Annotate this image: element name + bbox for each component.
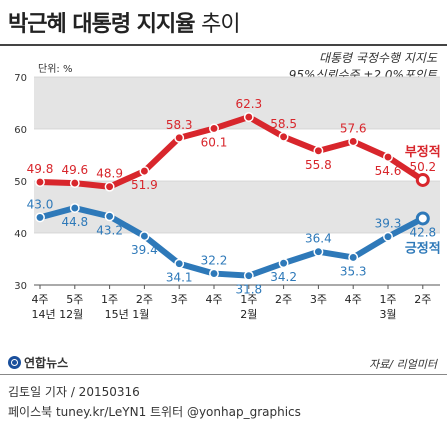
data-label: 62.3	[235, 97, 262, 111]
footer-divider	[0, 374, 447, 375]
data-point	[383, 231, 393, 242]
data-point	[104, 211, 115, 222]
title-divider	[0, 44, 447, 46]
x-month-label: 3월	[379, 308, 396, 321]
x-tick-label: 4주	[31, 293, 48, 306]
logo-mark-icon	[8, 356, 21, 369]
data-point	[174, 258, 185, 269]
data-label: 34.1	[166, 271, 193, 285]
data-label: 43.2	[96, 223, 123, 237]
credit-author-date: 김토일 기자 / 20150316	[8, 385, 140, 399]
data-label: 43.0	[27, 197, 54, 211]
x-month-label: 14년 12월	[32, 308, 84, 321]
data-point	[415, 211, 430, 226]
series-name-label: 긍정적	[405, 240, 441, 256]
data-label: 49.8	[27, 162, 54, 176]
unit-label: 단위: %	[38, 64, 73, 75]
y-tick-label: 70	[14, 73, 27, 84]
data-label: 34.2	[270, 270, 297, 284]
x-tick-label: 3주	[310, 293, 327, 306]
chart-title-trend: 추이	[201, 12, 240, 37]
chart-title: 박근혜 대통령 지지율 추이	[8, 6, 241, 38]
x-tick-label: 3주	[171, 293, 188, 306]
data-point	[69, 203, 80, 213]
y-tick-label: 40	[14, 229, 27, 240]
x-month-label: 15년 1월	[105, 308, 150, 321]
data-point	[348, 252, 359, 263]
data-point	[139, 166, 150, 177]
series-line	[37, 114, 426, 190]
data-label: 49.6	[61, 163, 88, 177]
data-point	[348, 136, 359, 147]
data-label: 35.3	[340, 264, 367, 278]
data-label: 60.1	[201, 135, 228, 149]
series-name-label: 부정적	[405, 144, 441, 160]
x-tick-label: 1주	[101, 293, 118, 306]
y-tick-label: 60	[14, 125, 27, 136]
data-label: 54.6	[375, 164, 402, 178]
data-point	[383, 152, 393, 163]
data-label: 55.8	[305, 158, 332, 172]
x-tick-label: 2주	[275, 293, 292, 306]
x-tick-label: 2주	[414, 293, 431, 306]
data-point	[209, 123, 219, 134]
data-point	[174, 132, 185, 143]
data-label: 32.2	[201, 254, 228, 268]
data-point	[415, 172, 430, 187]
data-point	[35, 177, 45, 187]
publisher-logo: 연합뉴스	[8, 354, 68, 371]
data-label: 31.8	[235, 283, 262, 297]
data-label: 51.9	[131, 178, 158, 192]
data-point	[313, 145, 324, 156]
data-label: 44.8	[61, 215, 88, 229]
chart-title-main: 박근혜 대통령 지지율	[8, 12, 195, 37]
logo-text: 연합뉴스	[24, 356, 69, 370]
x-month-label: 2월	[240, 308, 257, 321]
data-label: 50.2	[409, 160, 436, 174]
data-label: 36.4	[305, 232, 332, 246]
series-line	[37, 205, 426, 279]
x-tick-label: 4주	[205, 293, 222, 306]
source-label: 자료/ 리얼미터	[369, 358, 437, 371]
subtitle-line-1: 대통령 국정수행 지지도	[318, 51, 437, 65]
grid-band	[34, 129, 440, 181]
data-point	[243, 270, 254, 281]
y-tick-label: 50	[14, 177, 27, 188]
data-point	[313, 246, 324, 257]
data-point	[243, 112, 254, 122]
x-tick-label: 1주	[379, 293, 396, 306]
credit-block: 김토일 기자 / 20150316 페이스북 tuney.kr/LeYN1 트위…	[8, 382, 301, 422]
data-label: 48.9	[96, 167, 123, 181]
data-label: 58.5	[270, 117, 297, 131]
data-label: 57.6	[340, 121, 367, 135]
data-label: 58.3	[166, 118, 193, 132]
data-point	[35, 212, 45, 223]
data-point	[139, 231, 150, 242]
y-tick-label: 30	[14, 281, 27, 292]
data-point	[278, 131, 289, 142]
x-tick-label: 1주	[240, 293, 257, 306]
data-label: 39.4	[131, 243, 158, 257]
data-point	[69, 178, 80, 189]
data-label: 42.8	[409, 225, 436, 239]
credit-social: 페이스북 tuney.kr/LeYN1 트위터 @yonhap_graphics	[8, 405, 301, 419]
x-tick-label: 4주	[345, 293, 362, 306]
data-point	[104, 181, 115, 192]
data-label: 39.3	[375, 217, 402, 231]
data-point	[209, 268, 219, 279]
x-tick-label: 5주	[66, 293, 83, 306]
grid-band	[34, 181, 440, 233]
x-tick-label: 2주	[136, 293, 153, 306]
data-point	[278, 258, 289, 269]
